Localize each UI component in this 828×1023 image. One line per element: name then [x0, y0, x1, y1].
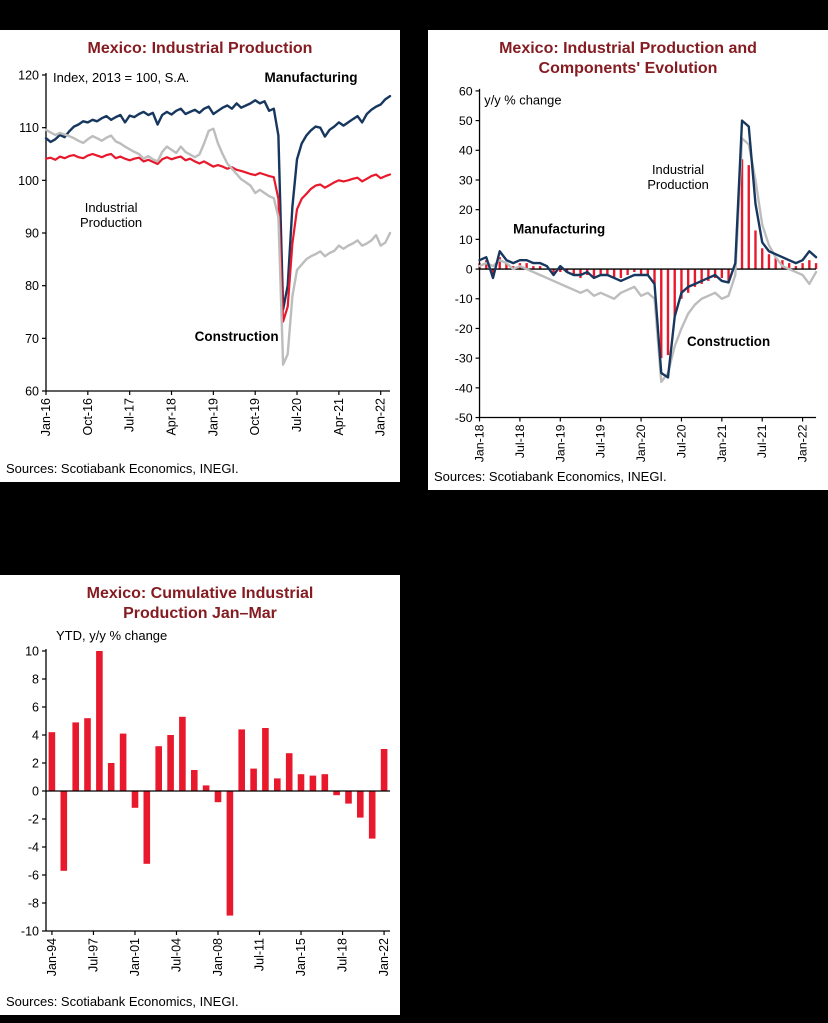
chart-title: Mexico: Industrial Production and Compon… — [499, 40, 757, 77]
svg-text:20: 20 — [459, 203, 473, 217]
svg-text:Jan-15: Jan-15 — [294, 938, 308, 976]
chart-title: Mexico: Cumulative Industrial Production… — [86, 585, 314, 622]
cumulative-ip-chart: -10 -8 -6 -4 -2 0 2 4 6 8 10 Jan-94 Jul-97 Jan-01 Jul-… — [21, 645, 391, 977]
svg-text:Jan-19: Jan-19 — [553, 424, 567, 462]
svg-text:Jul-20: Jul-20 — [290, 398, 304, 432]
svg-text:Jul-04: Jul-04 — [170, 938, 184, 972]
source-note: Sources: Scotiabank Economics, INEGI. — [434, 469, 667, 484]
svg-text:-8: -8 — [28, 897, 39, 911]
svg-text:Jul-19: Jul-19 — [594, 424, 608, 458]
svg-text:-6: -6 — [28, 869, 39, 883]
svg-text:Jan-22: Jan-22 — [796, 424, 810, 462]
panel-ip-components-evolution: Mexico: Industrial Production and Compon… — [428, 30, 828, 490]
svg-text:Jul-18: Jul-18 — [336, 938, 350, 972]
svg-text:Jan-21: Jan-21 — [715, 424, 729, 462]
panel-cumulative-ip-jan-mar: Mexico: Cumulative Industrial Production… — [0, 575, 400, 1015]
svg-text:Jul-18: Jul-18 — [513, 424, 527, 458]
svg-text:Jul-21: Jul-21 — [755, 424, 769, 458]
svg-text:6: 6 — [32, 701, 39, 715]
plot-annotation: Index, 2013 = 100, S.A. — [53, 70, 189, 85]
chart-title: Mexico: Industrial Production — [87, 40, 313, 57]
svg-text:Jan-22: Jan-22 — [377, 938, 391, 976]
svg-text:Jan-20: Jan-20 — [634, 424, 648, 462]
plot-annotation: Industrial — [85, 200, 138, 215]
svg-text:Jan-08: Jan-08 — [211, 938, 225, 976]
svg-text:50: 50 — [459, 114, 473, 128]
svg-text:Jan-16: Jan-16 — [39, 398, 53, 436]
svg-text:Oct-16: Oct-16 — [81, 398, 95, 436]
source-note: Sources: Scotiabank Economics, INEGI. — [6, 994, 239, 1009]
svg-text:-10: -10 — [455, 292, 473, 306]
svg-text:2: 2 — [32, 757, 39, 771]
svg-text:Apr-21: Apr-21 — [332, 398, 346, 436]
svg-text:Jul-17: Jul-17 — [123, 398, 137, 432]
svg-text:10: 10 — [25, 645, 39, 659]
svg-text:90: 90 — [25, 227, 39, 241]
plot-annotation: Construction — [687, 334, 770, 349]
plot-annotation: y/y % change — [484, 92, 561, 107]
svg-text:Jan-19: Jan-19 — [206, 398, 220, 436]
ip-components-evolution-chart: -50 -40 -30 -20 -10 0 10 20 30 40 50 60 Jan-18 Jul-18… — [455, 84, 818, 462]
svg-text:-30: -30 — [455, 352, 473, 366]
plot-annotation: Production — [647, 177, 708, 192]
svg-text:-40: -40 — [455, 381, 473, 395]
svg-text:Apr-18: Apr-18 — [165, 398, 179, 436]
svg-text:-20: -20 — [455, 322, 473, 336]
svg-text:0: 0 — [32, 785, 39, 799]
plot-annotation: Manufacturing — [265, 70, 358, 85]
svg-text:Jul-97: Jul-97 — [86, 938, 100, 972]
plot-annotation: Construction — [195, 329, 279, 344]
svg-text:Jan-01: Jan-01 — [128, 938, 142, 976]
svg-text:70: 70 — [25, 332, 39, 346]
svg-text:10: 10 — [459, 233, 473, 247]
svg-text:110: 110 — [19, 121, 39, 135]
svg-text:60: 60 — [25, 385, 39, 399]
svg-text:-10: -10 — [21, 925, 39, 939]
plot-annotation: Manufacturing — [513, 221, 605, 236]
panel-industrial-production-index: Mexico: Industrial Production 60 70 80 90 10… — [0, 30, 400, 482]
svg-text:Jul-11: Jul-11 — [253, 938, 267, 971]
plot-annotation: Industrial — [652, 162, 704, 177]
industrial-production-index-chart: 60 70 80 90 100 110 120 Jan-16 Oct-16 Jul-17 Apr-1… — [18, 69, 392, 436]
svg-text:120: 120 — [18, 69, 39, 83]
svg-text:Jan-22: Jan-22 — [374, 398, 388, 436]
svg-text:30: 30 — [459, 173, 473, 187]
svg-text:-4: -4 — [28, 841, 39, 855]
svg-text:-2: -2 — [28, 813, 39, 827]
svg-text:Jul-20: Jul-20 — [674, 424, 688, 458]
svg-text:100: 100 — [18, 174, 39, 188]
source-note: Sources: Scotiabank Economics, INEGI. — [6, 461, 239, 476]
svg-text:-50: -50 — [455, 411, 473, 425]
svg-text:Jan-18: Jan-18 — [472, 424, 486, 462]
svg-text:Oct-19: Oct-19 — [248, 398, 262, 436]
svg-text:60: 60 — [459, 84, 473, 98]
svg-text:8: 8 — [32, 673, 39, 687]
chart-subtitle: YTD, y/y % change — [56, 628, 168, 643]
svg-text:4: 4 — [32, 729, 39, 743]
svg-text:Jan-94: Jan-94 — [45, 938, 59, 976]
svg-text:40: 40 — [459, 144, 473, 158]
svg-text:80: 80 — [25, 279, 39, 293]
plot-annotation: Production — [80, 215, 142, 230]
svg-text:0: 0 — [466, 263, 473, 277]
